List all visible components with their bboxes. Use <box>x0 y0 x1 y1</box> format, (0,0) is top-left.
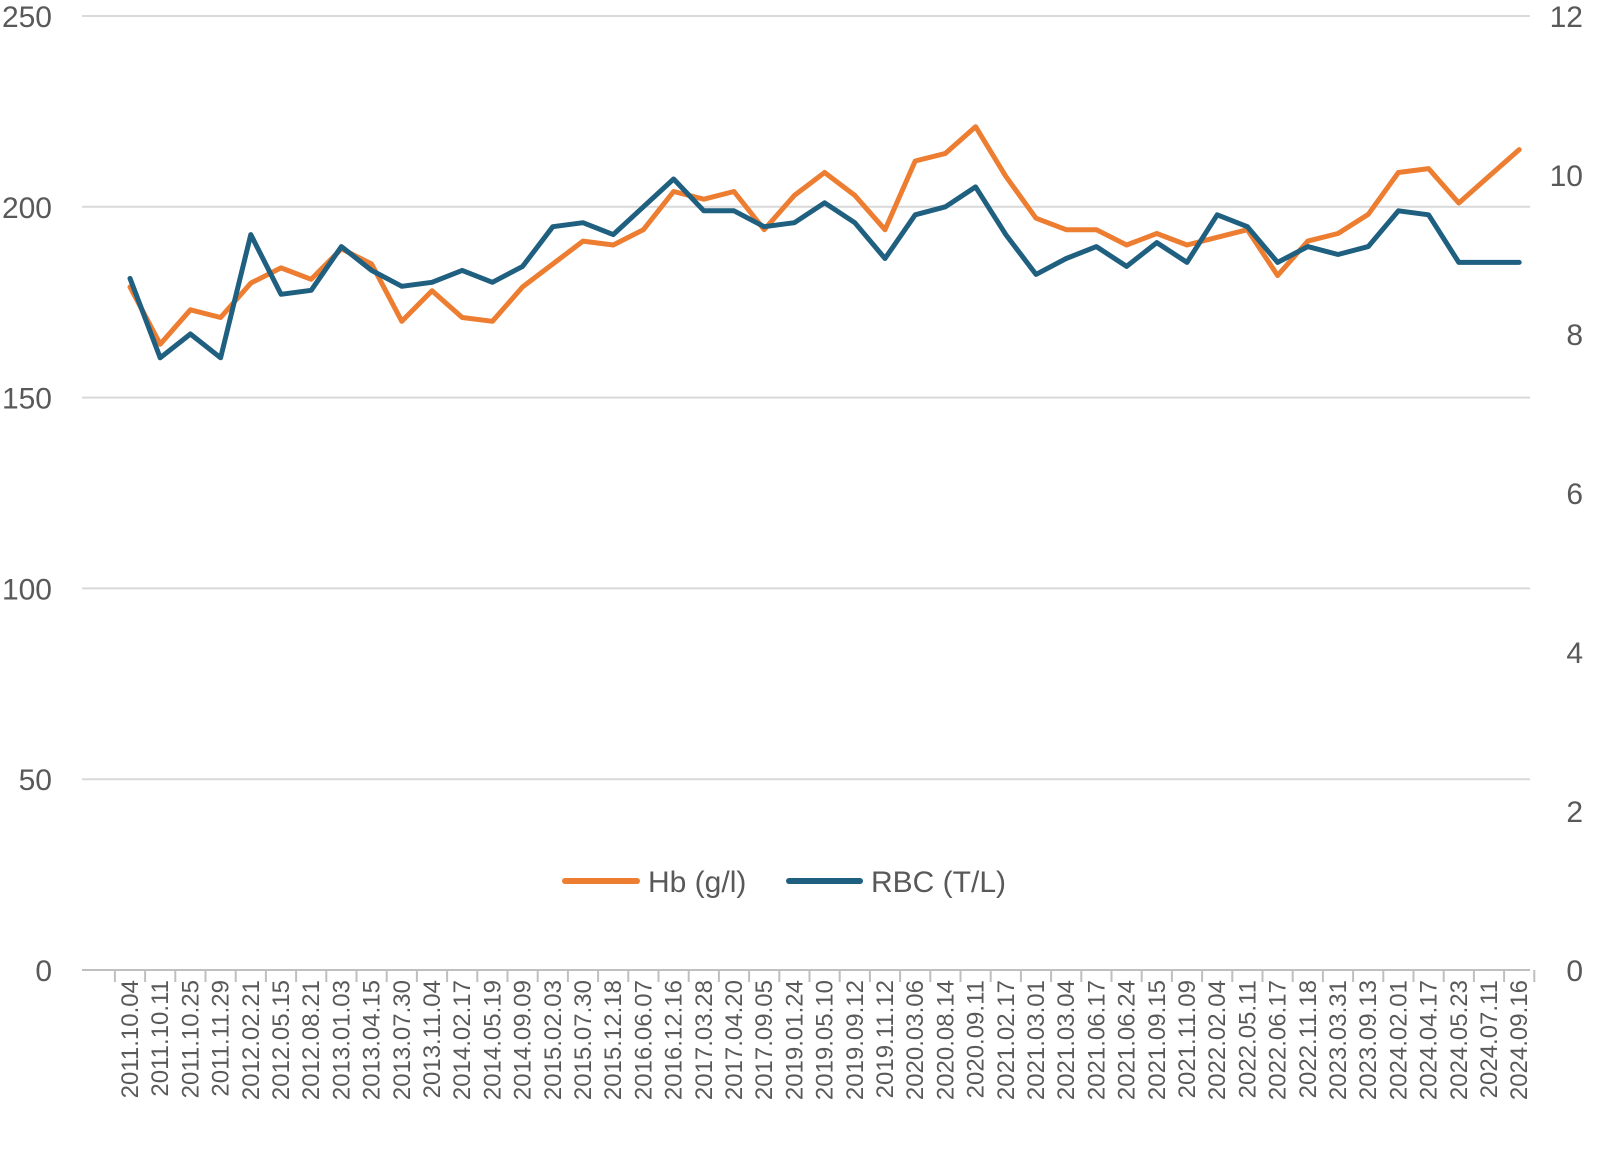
x-tick-label: 2020.08.14 <box>932 980 959 1100</box>
legend-label: RBC (T/L) <box>871 866 1006 899</box>
left-tick-label: 200 <box>2 192 52 225</box>
x-tick-label: 2012.02.21 <box>238 980 265 1100</box>
right-tick-label: 4 <box>1566 637 1583 670</box>
x-tick-label: 2021.03.04 <box>1053 980 1080 1100</box>
x-axis <box>82 969 1536 982</box>
left-axis-ticks: 0 50 100 150 200 250 <box>2 1 52 988</box>
x-tick-label: 2019.01.24 <box>781 980 808 1100</box>
x-tick-label: 2022.05.11 <box>1234 980 1261 1098</box>
x-tick-label: 2024.02.01 <box>1385 980 1412 1100</box>
x-tick-label: 2021.09.15 <box>1144 980 1171 1100</box>
left-tick-label: 150 <box>2 383 52 416</box>
x-tick-label: 2011.11.29 <box>208 980 235 1097</box>
right-tick-label: 0 <box>1566 955 1583 988</box>
legend-label: Hb (g/l) <box>648 866 746 899</box>
x-tick-label: 2019.09.12 <box>842 980 869 1100</box>
right-axis-ticks: 0 2 4 6 8 10 12 <box>1550 1 1583 988</box>
right-tick-label: 8 <box>1566 319 1583 352</box>
x-tick-label: 2014.02.17 <box>449 980 476 1100</box>
right-tick-label: 12 <box>1550 1 1583 34</box>
x-tick-label: 2016.12.16 <box>661 980 688 1100</box>
x-axis-tick-labels: 2011.10.04 2011.10.11 2011.10.25 2011.11.29… <box>117 980 1533 1100</box>
x-tick-label: 2022.11.18 <box>1295 980 1322 1098</box>
x-tick-label: 2014.05.19 <box>479 980 506 1100</box>
x-tick-label: 2021.03.01 <box>1023 980 1050 1100</box>
x-tick-label: 2024.09.16 <box>1506 980 1533 1100</box>
left-tick-label: 100 <box>2 573 52 606</box>
right-tick-label: 6 <box>1566 478 1583 511</box>
x-tick-label: 2013.07.30 <box>389 980 416 1100</box>
left-tick-label: 0 <box>35 955 52 988</box>
x-tick-label: 2024.04.17 <box>1416 980 1443 1100</box>
left-tick-label: 250 <box>2 1 52 34</box>
x-tick-label: 2024.05.23 <box>1446 980 1473 1100</box>
x-tick-label: 2015.07.30 <box>570 980 597 1100</box>
x-tick-label: 2013.11.04 <box>419 980 446 1098</box>
x-tick-label: 2020.09.11 <box>963 980 990 1098</box>
right-tick-label: 10 <box>1550 160 1583 193</box>
x-tick-label: 2014.09.09 <box>510 980 537 1100</box>
x-tick-label: 2012.05.15 <box>268 980 295 1100</box>
x-tick-label: 2024.07.11 <box>1476 980 1503 1098</box>
legend: Hb (g/l) RBC (T/L) <box>562 866 1006 899</box>
series-line-hb <box>127 124 1522 347</box>
x-tick-label: 2015.02.03 <box>540 980 567 1100</box>
x-tick-label: 2021.06.17 <box>1083 980 1110 1100</box>
x-tick-label: 2021.06.24 <box>1114 980 1141 1100</box>
x-tick-label: 2015.12.18 <box>600 980 627 1100</box>
x-tick-label: 2023.03.31 <box>1325 980 1352 1100</box>
x-tick-label: 2021.02.17 <box>993 980 1020 1100</box>
x-tick-label: 2021.11.09 <box>1174 980 1201 1098</box>
x-tick-label: 2022.06.17 <box>1265 980 1292 1100</box>
right-tick-label: 2 <box>1566 796 1583 829</box>
x-tick-label: 2020.03.06 <box>902 980 929 1100</box>
x-tick-label: 2019.05.10 <box>812 980 839 1100</box>
x-tick-label: 2019.11.12 <box>872 980 899 1098</box>
gridlines <box>82 15 1530 781</box>
x-tick-label: 2012.08.21 <box>298 980 325 1100</box>
x-tick-label: 2017.03.28 <box>691 980 718 1100</box>
x-tick-label: 2017.09.05 <box>751 980 778 1100</box>
x-tick-label: 2016.06.07 <box>630 980 657 1100</box>
x-tick-label: 2011.10.11 <box>147 980 174 1097</box>
x-tick-label: 2011.10.25 <box>177 980 204 1098</box>
x-tick-label: 2011.10.04 <box>117 980 144 1098</box>
series-lines <box>127 124 1522 361</box>
series-line-rbc <box>127 176 1522 361</box>
x-tick-label: 2013.04.15 <box>359 980 386 1100</box>
left-tick-label: 50 <box>19 764 52 797</box>
x-tick-label: 2013.01.03 <box>328 980 355 1100</box>
x-tick-label: 2017.04.20 <box>721 980 748 1100</box>
x-tick-label: 2022.02.04 <box>1204 980 1231 1100</box>
x-tick-label: 2023.09.13 <box>1355 980 1382 1100</box>
